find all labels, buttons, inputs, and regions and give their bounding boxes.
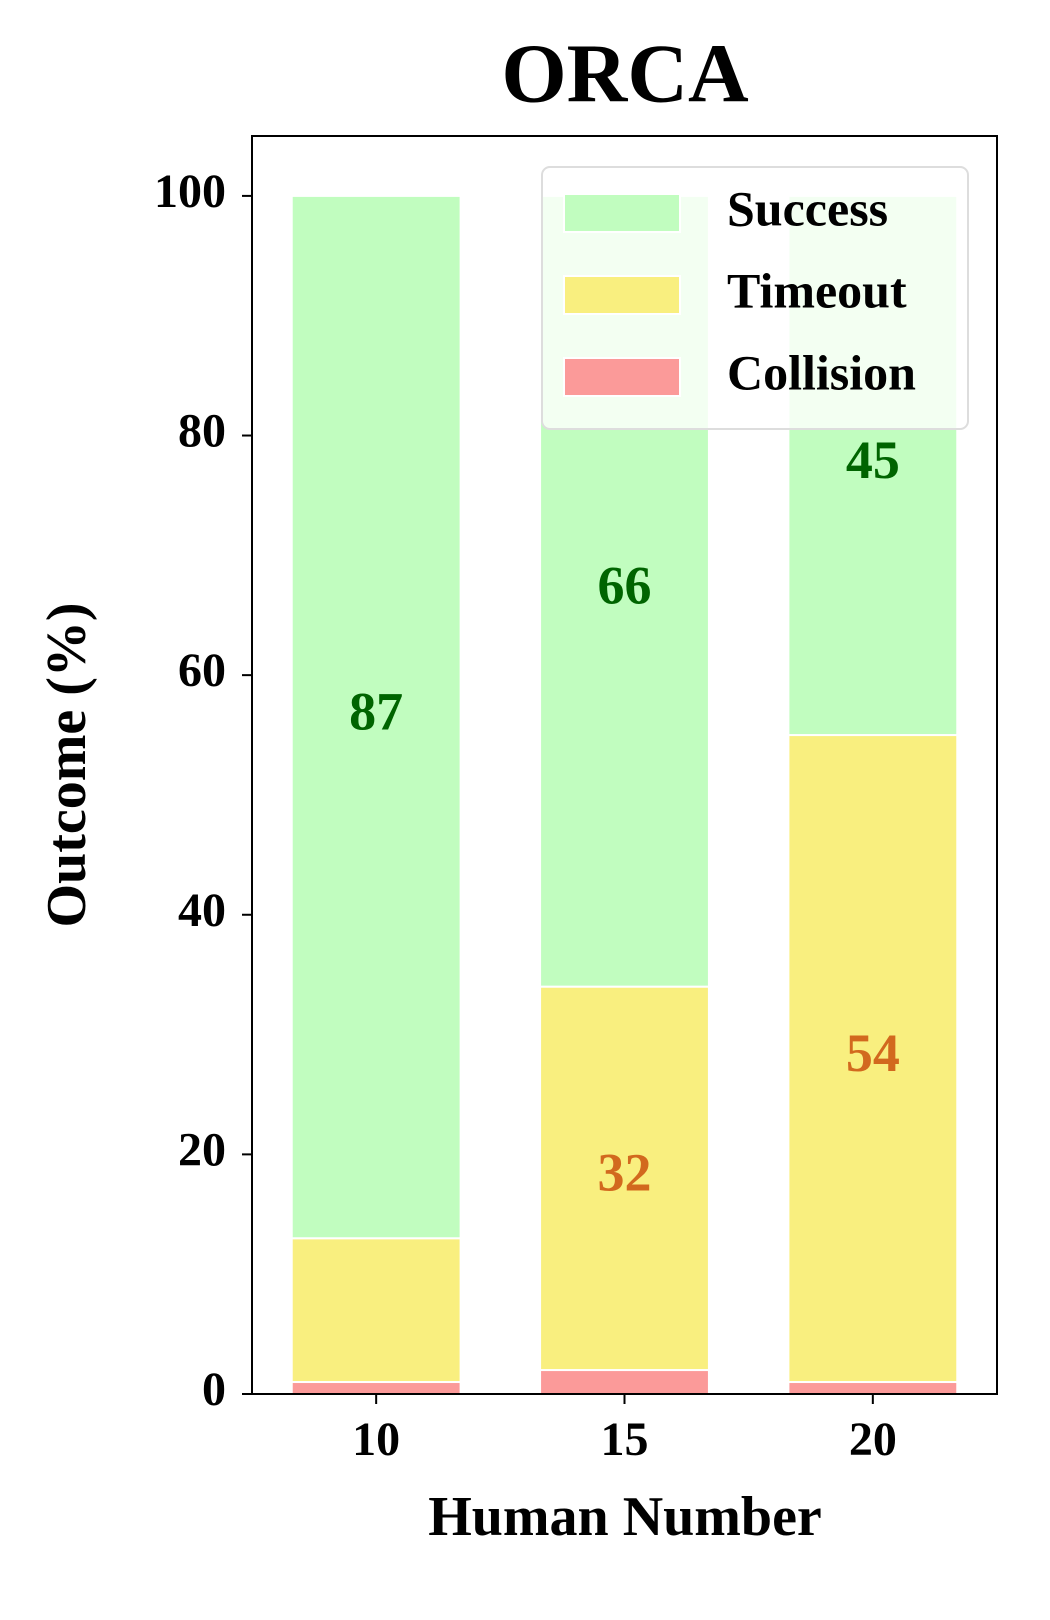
bar-segment [290,194,462,1240]
bar-segment [787,734,959,1384]
x-tick-label: 10 [352,1413,400,1466]
x-tick-label: 20 [849,1413,897,1466]
chart-title: ORCA [501,27,749,120]
x-tick-label: 15 [601,1413,649,1466]
y-tick-label: 100 [154,165,226,218]
legend-label: Success [727,180,888,236]
y-tick-label: 40 [178,884,226,937]
plot-frame [251,135,998,1395]
data-label: 66 [598,556,652,616]
legend-label: Timeout [727,262,907,318]
x-axis-label: Human Number [428,1486,822,1548]
data-label: 32 [598,1143,652,1203]
data-label: 45 [846,430,900,490]
legend-swatch [563,193,681,233]
bar-segment [290,1237,462,1384]
bar-segment [539,985,710,1372]
y-tick-label: 60 [178,644,226,697]
y-axis-label: Outcome (%) [36,602,98,927]
y-tick-label: 20 [178,1123,226,1176]
data-label: 87 [349,681,403,741]
legend-swatch [563,357,681,397]
legend-swatch [563,275,681,315]
y-tick-label: 0 [202,1363,226,1416]
y-tick-label: 80 [178,405,226,458]
data-label: 54 [846,1023,900,1083]
legend-label: Collision [727,344,916,400]
